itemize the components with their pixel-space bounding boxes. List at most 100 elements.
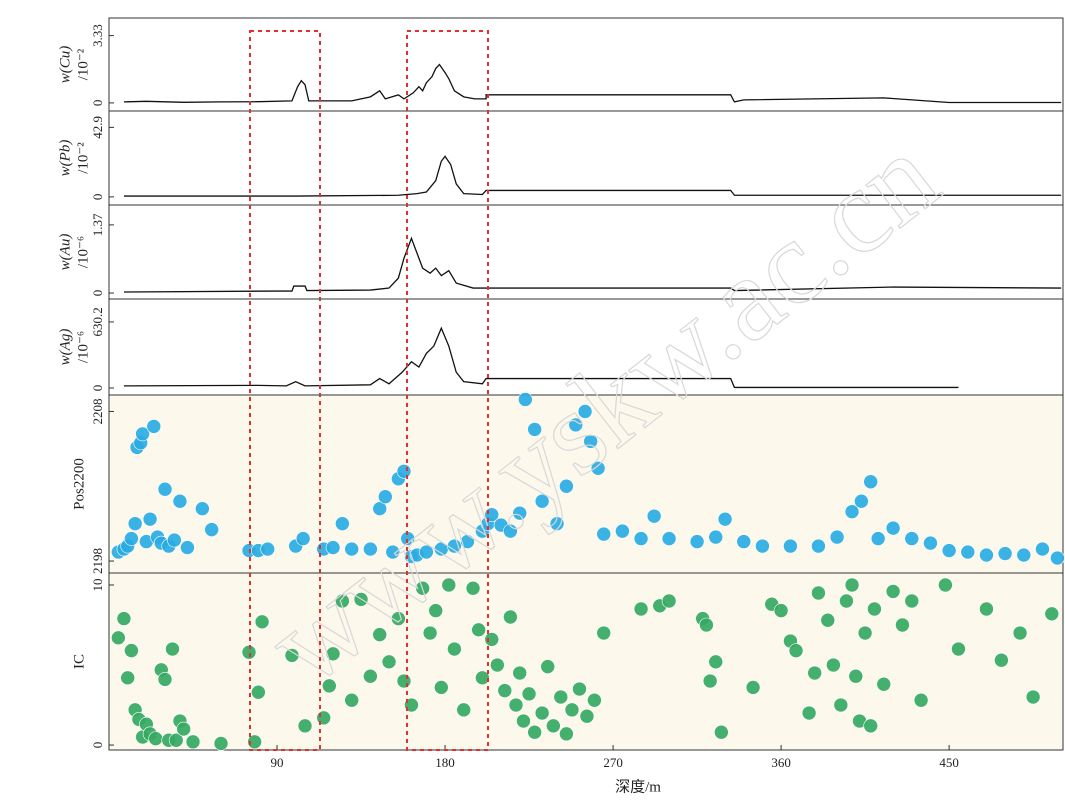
- data-point: [1012, 625, 1028, 641]
- data-point: [788, 643, 804, 658]
- data-point: [839, 593, 854, 609]
- data-line: [123, 236, 1062, 293]
- data-point: [549, 516, 565, 531]
- y-tick-label: 3.33: [90, 24, 105, 47]
- data-point: [471, 622, 486, 638]
- data-point: [363, 541, 378, 557]
- data-point: [844, 504, 860, 519]
- data-point: [801, 705, 817, 721]
- data-point: [195, 501, 210, 516]
- data-point: [904, 531, 920, 546]
- data-point: [422, 625, 438, 641]
- data-point: [284, 648, 300, 663]
- panel: [108, 110, 1064, 206]
- data-point: [568, 417, 584, 433]
- data-point: [378, 489, 393, 505]
- y-tick-label: 630.2: [90, 307, 105, 336]
- data-point: [512, 665, 528, 681]
- data-point: [157, 481, 173, 497]
- data-point: [534, 493, 550, 509]
- y-tick-label: 10: [90, 579, 105, 592]
- data-point: [172, 493, 188, 509]
- data-point: [254, 614, 270, 630]
- data-point: [646, 508, 662, 524]
- data-point: [434, 680, 449, 695]
- data-point: [204, 522, 219, 537]
- data-point: [167, 532, 182, 548]
- data-point: [428, 603, 444, 618]
- data-point: [583, 434, 598, 449]
- data-point: [559, 478, 574, 494]
- data-point: [913, 692, 929, 708]
- data-point: [316, 710, 331, 726]
- data-point: [941, 543, 957, 558]
- data-point: [363, 668, 378, 684]
- data-point: [553, 689, 569, 705]
- data-point: [867, 601, 882, 617]
- panel: [108, 204, 1064, 300]
- data-point: [979, 601, 994, 617]
- data-point: [325, 646, 341, 662]
- data-point: [116, 611, 132, 626]
- data-line: [123, 155, 1062, 197]
- data-point: [185, 734, 201, 750]
- data-point: [811, 538, 826, 554]
- y-axis-label: w(Au): [57, 234, 73, 271]
- data-point: [951, 641, 966, 657]
- data-point: [484, 632, 500, 647]
- data-point: [447, 641, 462, 657]
- data-point: [335, 593, 350, 609]
- data-point: [997, 546, 1013, 561]
- data-point: [213, 736, 229, 751]
- data-point: [180, 540, 195, 555]
- data-point: [546, 718, 561, 734]
- data-point: [844, 577, 860, 593]
- data-point: [518, 392, 533, 407]
- data-point: [783, 538, 798, 554]
- data-point: [745, 680, 761, 695]
- plots: 03.33w(Cu)/10⁻²042.9w(Pb)/10⁻²01.37w(Au)…: [57, 17, 1065, 795]
- data-point: [857, 625, 873, 641]
- data-point: [168, 732, 184, 748]
- data-point: [579, 708, 595, 724]
- data-point: [1016, 547, 1032, 563]
- data-point: [736, 534, 752, 549]
- y-tick-label: 0: [90, 742, 105, 749]
- data-point: [456, 702, 472, 718]
- x-tick-label: 450: [939, 755, 959, 770]
- data-point: [111, 630, 126, 646]
- data-point: [142, 511, 158, 527]
- data-point: [124, 531, 139, 546]
- data-point: [870, 531, 886, 546]
- data-point: [938, 577, 953, 593]
- data-point: [540, 659, 556, 674]
- data-point: [661, 531, 677, 546]
- data-point: [807, 665, 822, 681]
- data-point: [176, 721, 191, 737]
- data-point: [146, 419, 162, 434]
- data-point: [385, 544, 401, 560]
- data-point: [396, 673, 412, 689]
- data-point: [335, 516, 350, 531]
- data-point: [344, 692, 360, 708]
- data-line: [123, 326, 959, 389]
- y-axis-label: w(Pb): [57, 140, 73, 177]
- data-point: [415, 580, 430, 596]
- data-point: [497, 683, 513, 698]
- data-point: [826, 657, 841, 673]
- data-point: [596, 526, 612, 542]
- data-point: [372, 501, 388, 516]
- panel: [108, 17, 1064, 112]
- data-point: [490, 657, 505, 673]
- y-axis-unit: /10⁻²: [75, 142, 91, 174]
- data-point: [633, 601, 649, 617]
- data-point: [516, 713, 531, 729]
- data-point: [475, 670, 490, 686]
- data-point: [895, 617, 910, 633]
- data-point: [247, 734, 262, 750]
- data-point: [419, 544, 434, 560]
- data-point: [1035, 541, 1050, 557]
- data-point: [820, 612, 836, 628]
- data-point: [508, 697, 524, 713]
- data-point: [353, 592, 369, 607]
